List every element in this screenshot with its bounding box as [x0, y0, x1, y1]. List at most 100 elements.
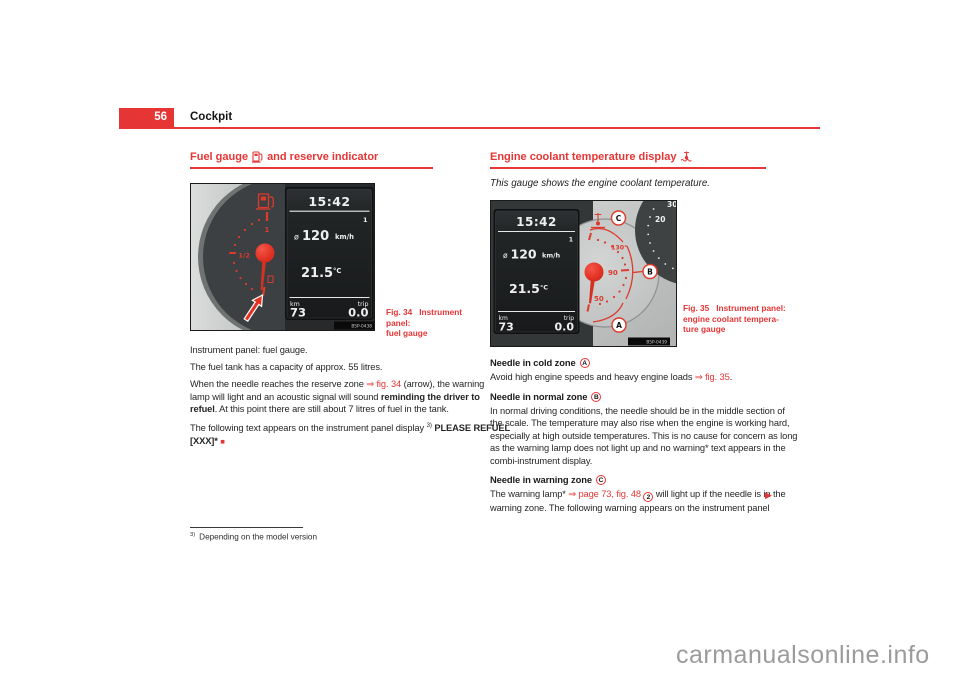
- paragraph: Instrument panel: fuel gauge.: [190, 344, 482, 357]
- callout-badge-a: A: [579, 358, 590, 369]
- fuel-pump-symbol: [256, 193, 274, 210]
- footnote-rule: [190, 527, 303, 528]
- subsection-heading: Needle in normal zone B: [490, 391, 782, 404]
- text-segment: combi-instrument display.: [490, 455, 593, 466]
- section-warning-zone: Needle in warning zone C The warning lam…: [490, 474, 786, 514]
- lcd-time: 15:42: [516, 215, 557, 229]
- figure-34-caption: Fig. 34 Instrument panel: fuel gauge: [386, 307, 463, 338]
- needle-hub: [255, 243, 275, 263]
- text-segment: Avoid high engine speeds and heavy engin…: [490, 372, 695, 382]
- lcd-time: 15:42: [308, 194, 350, 209]
- section-normal-zone: Needle in normal zone B In normal drivin…: [490, 391, 797, 468]
- text-segment: The following text appears on the instru…: [190, 423, 427, 434]
- subsection-heading: Needle in warning zone C: [490, 474, 782, 487]
- page-number: 56: [119, 108, 174, 127]
- tacho-label-30: 30: [667, 200, 677, 209]
- scale-label-full: 1: [265, 226, 270, 234]
- lcd-temp: 21.5: [301, 266, 333, 281]
- subsection-heading: Needle in cold zone A: [490, 357, 782, 370]
- heading-text: and reserve indicator: [267, 151, 379, 163]
- lcd-temp-unit: °C: [540, 284, 548, 292]
- paragraph: When the needle reaches the reserve zone…: [190, 378, 485, 416]
- section-cold-zone: Needle in cold zone A Avoid high engine …: [490, 357, 782, 384]
- paragraph: The following text appears on the instru…: [190, 420, 510, 448]
- callout-c: C: [610, 210, 627, 226]
- watermark: carmanualsonline.info: [676, 641, 930, 669]
- figure-35-coolant-gauge: 30 20 130° 90 50: [490, 200, 677, 347]
- text-segment: 3): [426, 422, 432, 429]
- text-segment: The fuel tank has a capacity of approx. …: [190, 362, 383, 372]
- page-header-title: Cockpit: [190, 111, 233, 123]
- callout-badge: 2: [643, 491, 654, 502]
- callout-badge-b: B: [591, 391, 602, 402]
- left-column-text: Instrument panel: fuel gauge. The fuel t…: [190, 344, 510, 453]
- cross-reference-link[interactable]: ⇒ page 73, fig. 48: [568, 489, 641, 499]
- text-segment: especially at high outside temperatures.…: [490, 430, 798, 441]
- paragraph: Avoid high engine speeds and heavy engin…: [490, 371, 782, 384]
- heading-underline: [490, 167, 766, 169]
- text-segment: (arrow), the warning: [401, 379, 485, 389]
- paragraph: The warning lamp* ⇒ page 73, fig. 48 2 w…: [490, 488, 786, 514]
- paragraph: The fuel tank has a capacity of approx. …: [190, 361, 482, 374]
- needle-hub: [584, 262, 604, 282]
- text-segment: lamp will light and an acoustic signal w…: [190, 391, 381, 402]
- lcd-speed-unit: km/h: [542, 252, 560, 260]
- text-segment: reminding the driver to: [380, 391, 480, 402]
- text-segment: .: [729, 372, 733, 382]
- text-segment: ■: [220, 436, 225, 446]
- scale-label-50: 50: [594, 295, 604, 303]
- lcd-temp: 21.5: [509, 281, 540, 296]
- heading-underline: [190, 167, 433, 169]
- fuel-scale: 1 1/2: [229, 212, 274, 297]
- tachometer-fragment: 30 20: [635, 200, 677, 284]
- lcd-trip-value: 0.0: [555, 321, 575, 334]
- temperature-scale: 130° 90 50: [586, 232, 630, 312]
- lcd-odo-label: km: [499, 315, 508, 322]
- svg-text:C: C: [616, 214, 622, 223]
- lcd-speed-unit: km/h: [335, 233, 354, 241]
- lcd-avg-symbol: ø: [503, 251, 508, 260]
- heading-text: Engine coolant temperature display: [490, 151, 677, 163]
- lcd-avg-symbol: ø: [294, 233, 299, 242]
- callout-a: A: [611, 317, 627, 333]
- coolant-temperature-icon: [681, 151, 693, 162]
- section-heading-coolant-display: Engine coolant temperature display: [490, 151, 693, 163]
- heading-text: Fuel gauge: [190, 151, 249, 163]
- svg-text:A: A: [616, 321, 622, 330]
- paragraph: In normal driving conditions, the needle…: [490, 405, 797, 468]
- text-segment: Instrument panel: fuel gauge.: [190, 345, 308, 355]
- right-column-text: Needle in cold zone A Avoid high engine …: [490, 357, 797, 521]
- lcd-display: 15:42 1 ø 120 km/h 21.5 °C km 73 trip 0.…: [493, 209, 580, 334]
- coolant-symbol: [591, 213, 605, 229]
- text-segment: will light up if the needle is in the: [653, 489, 786, 499]
- cross-reference-link[interactable]: ⇒ fig. 35: [694, 372, 730, 382]
- text-segment: warning zone. The following warning appe…: [490, 502, 770, 513]
- lcd-odo-value: 73: [290, 306, 306, 320]
- lcd-trip-value: 0.0: [348, 306, 368, 320]
- text-segment: When the needle reaches the reserve zone: [190, 379, 367, 389]
- tacho-label-20: 20: [655, 215, 665, 224]
- lcd-temp-unit: °C: [333, 267, 341, 275]
- figure-35-caption: Fig. 35 Instrument panel: engine coolant…: [683, 303, 786, 334]
- fuel-pump-icon: [252, 151, 263, 163]
- text-segment: PLEASE REFUEL: [434, 423, 511, 434]
- lcd-indicator: 1: [569, 237, 573, 244]
- text-segment: [XXX]*: [190, 435, 218, 446]
- footnote: 3) Depending on the model version: [190, 532, 318, 542]
- lcd-display: 15:42 1 ø 120 km/h 21.5 °C km 73 trip 0.…: [285, 187, 374, 320]
- scale-label-half: 1/2: [239, 252, 250, 260]
- scale-label-130: 130°: [611, 244, 627, 252]
- scale-label-90: 90: [608, 269, 618, 277]
- figure-34-fuel-gauge: 1 1/2 15:42 1 ø 120 km/h 21.5 °C: [190, 183, 375, 331]
- text-segment: The warning lamp*: [490, 489, 569, 499]
- cross-reference-link[interactable]: ⇒ fig. 34: [366, 379, 402, 389]
- callout-badge-c: C: [595, 475, 606, 486]
- callout-b: B: [642, 263, 658, 280]
- text-segment: . At this point there are still about 7 …: [214, 404, 449, 414]
- text-segment: as the warning lamp does not light up an…: [490, 443, 786, 453]
- section-lead: This gauge shows the engine coolant temp…: [490, 178, 711, 189]
- figure-code: B5P-0439: [646, 340, 667, 346]
- footnote-marker: 3): [190, 532, 196, 538]
- continuation-arrow: ▶: [765, 490, 772, 500]
